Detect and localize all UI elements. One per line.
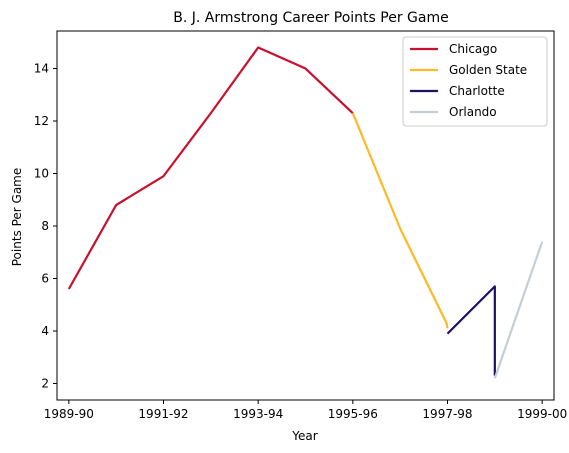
y-axis: 2 4 6 8 10 12 14 — [34, 62, 57, 390]
y-tick-label: 8 — [41, 219, 49, 233]
x-tick-label: 1989-90 — [44, 407, 94, 421]
y-tick-label: 2 — [41, 376, 49, 390]
legend-box — [402, 36, 548, 127]
legend-label-golden-state: Golden State — [449, 63, 527, 77]
y-axis-title: Points Per Game — [10, 168, 24, 267]
x-tick-label: 1993-94 — [233, 407, 283, 421]
x-tick-label: 1997-98 — [422, 407, 472, 421]
plot-frame — [56, 30, 555, 401]
x-tick-label: 1995-96 — [328, 407, 378, 421]
x-tick-label: 1991-92 — [138, 407, 188, 421]
y-tick-label: 14 — [34, 62, 49, 76]
x-axis: 1989-90 1991-92 1993-94 1995-96 1997-98 1999-… — [44, 400, 567, 421]
series-line-chicago — [67, 46, 354, 290]
x-tick-label: 1999-00 — [517, 407, 567, 421]
y-tick-label: 12 — [34, 114, 49, 128]
y-tick-label: 6 — [41, 271, 49, 285]
series-line-golden-state — [351, 112, 449, 329]
legend-label-chicago: Chicago — [449, 42, 497, 56]
chart-title: B. J. Armstrong Career Points Per Game — [173, 10, 448, 26]
legend-label-charlotte: Charlotte — [449, 84, 505, 98]
series-line-orlando — [493, 241, 544, 379]
y-tick-label: 10 — [34, 167, 49, 181]
legend: Chicago Golden State Charlotte Orlando — [402, 36, 548, 127]
plot-area — [56, 30, 555, 401]
y-tick-label: 4 — [41, 324, 49, 338]
legend-label-orlando: Orlando — [449, 105, 497, 119]
x-axis-title: Year — [291, 429, 317, 443]
series-line-charlotte — [446, 285, 496, 376]
